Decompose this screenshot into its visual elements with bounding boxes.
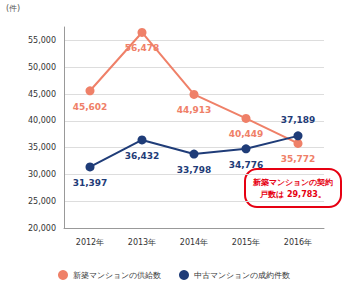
- svg-text:34,776: 34,776: [229, 160, 264, 170]
- svg-text:31,397: 31,397: [73, 178, 108, 188]
- svg-text:55,000: 55,000: [28, 36, 56, 45]
- svg-text:20,000: 20,000: [28, 224, 56, 233]
- svg-text:2013年: 2013年: [128, 238, 156, 247]
- svg-text:45,602: 45,602: [73, 102, 108, 112]
- svg-text:新築マンションの契約: 新築マンションの契約: [252, 177, 333, 187]
- svg-text:2015年: 2015年: [232, 238, 260, 247]
- svg-text:40,000: 40,000: [28, 116, 56, 125]
- svg-text:45,000: 45,000: [28, 90, 56, 99]
- svg-text:25,000: 25,000: [28, 197, 56, 206]
- svg-text:新築マンションの供給数: 新築マンションの供給数: [73, 271, 161, 280]
- svg-text:30,000: 30,000: [28, 170, 56, 179]
- svg-text:中古マンションの成約件数: 中古マンションの成約件数: [194, 271, 290, 280]
- svg-text:36,432: 36,432: [125, 151, 160, 161]
- svg-text:戸数は 29,783。: 戸数は 29,783。: [259, 190, 326, 199]
- svg-text:(件): (件): [6, 4, 20, 13]
- svg-text:35,772: 35,772: [281, 154, 316, 164]
- svg-text:44,913: 44,913: [177, 105, 212, 115]
- svg-text:56,478: 56,478: [125, 43, 160, 53]
- svg-text:2012年: 2012年: [76, 238, 104, 247]
- svg-text:35,000: 35,000: [28, 143, 56, 152]
- svg-text:50,000: 50,000: [28, 63, 56, 72]
- svg-text:2014年: 2014年: [180, 238, 208, 247]
- svg-text:40,449: 40,449: [229, 129, 264, 139]
- svg-text:33,798: 33,798: [177, 165, 212, 175]
- svg-text:2016年: 2016年: [284, 238, 312, 247]
- svg-text:37,189: 37,189: [281, 115, 316, 125]
